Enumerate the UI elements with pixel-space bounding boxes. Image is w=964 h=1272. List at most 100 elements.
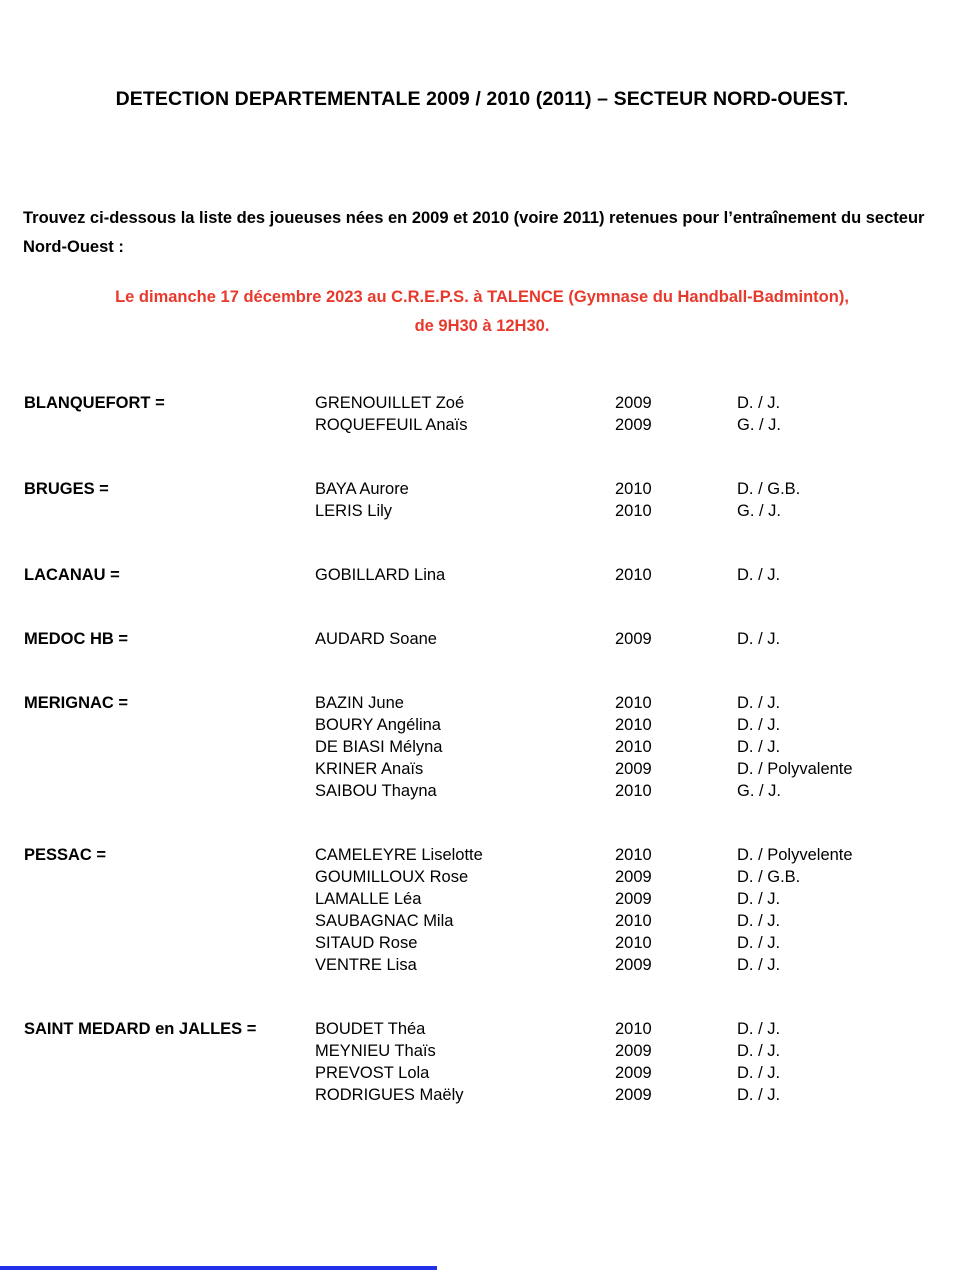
player-birth-year: 2009 <box>615 1042 652 1060</box>
club-name-spacer <box>24 736 315 758</box>
player-birth-year: 2009 <box>615 956 652 974</box>
player-row: LERIS Lily 2010 G. / J. <box>0 500 964 522</box>
player-position: G. / J. <box>737 782 782 800</box>
player-birth-year: 2009 <box>615 1064 652 1082</box>
player-position: D. / G.B. <box>737 480 801 498</box>
player-name: GRENOUILLET Zoé <box>315 394 465 412</box>
player-name: SITAUD Rose <box>315 934 418 952</box>
player-row: VENTRE Lisa 2009 D. / J. <box>0 954 964 976</box>
club-name: MERIGNAC = <box>24 694 129 712</box>
player-name: BOURY Angélina <box>315 716 441 734</box>
player-position: D. / J. <box>737 716 781 734</box>
club-name-spacer <box>24 414 315 436</box>
club-name-spacer <box>24 1040 315 1062</box>
player-position: D. / J. <box>737 912 781 930</box>
player-position: D. / J. <box>737 630 781 648</box>
club-name-spacer <box>24 758 315 780</box>
club-name-spacer <box>24 780 315 802</box>
player-birth-year: 2010 <box>615 716 652 734</box>
player-row: BOURY Angélina 2010 D. / J. <box>0 714 964 736</box>
player-name: BOUDET Théa <box>315 1020 426 1038</box>
club-name-spacer <box>24 910 315 932</box>
player-row: LAMALLE Léa 2009 D. / J. <box>0 888 964 910</box>
club-name-spacer <box>24 866 315 888</box>
player-name: CAMELEYRE Liselotte <box>315 846 483 864</box>
club-name: LACANAU = <box>24 566 120 584</box>
player-position: G. / J. <box>737 502 782 520</box>
club-section-pessac: PESSAC = CAMELEYRE Liselotte 2010 D. / P… <box>0 844 964 976</box>
player-name: VENTRE Lisa <box>315 956 417 974</box>
club-section-medoc-hb: MEDOC HB = AUDARD Soane 2009 D. / J. <box>0 628 964 650</box>
player-row: BRUGES = BAYA Aurore 2010 D. / G.B. <box>0 478 964 500</box>
player-position: D. / J. <box>737 1086 781 1104</box>
player-position: D. / J. <box>737 1020 781 1038</box>
player-name: GOUMILLOUX Rose <box>315 868 469 886</box>
player-row: DE BIASI Mélyna 2010 D. / J. <box>0 736 964 758</box>
player-row: RODRIGUES Maëly 2009 D. / J. <box>0 1084 964 1106</box>
player-row: PESSAC = CAMELEYRE Liselotte 2010 D. / P… <box>0 844 964 866</box>
club-name-spacer <box>24 1062 315 1084</box>
player-birth-year: 2009 <box>615 394 652 412</box>
player-position: D. / J. <box>737 890 781 908</box>
page-title: DETECTION DEPARTEMENTALE 2009 / 2010 (20… <box>115 88 849 110</box>
player-position: D. / Polyvelente <box>737 846 853 864</box>
player-birth-year: 2010 <box>615 738 652 756</box>
club-name: BRUGES = <box>24 480 109 498</box>
player-name: SAIBOU Thayna <box>315 782 437 800</box>
club-name: PESSAC = <box>24 846 107 864</box>
footer-blue-line <box>0 1266 437 1270</box>
player-name: ROQUEFEUIL Anaïs <box>315 416 468 434</box>
club-name: BLANQUEFORT = <box>24 394 165 412</box>
club-section-lacanau: LACANAU = GOBILLARD Lina 2010 D. / J. <box>0 564 964 586</box>
player-row: SAUBAGNAC Mila 2010 D. / J. <box>0 910 964 932</box>
player-name: BAZIN June <box>315 694 404 712</box>
club-name-spacer <box>24 888 315 910</box>
player-birth-year: 2010 <box>615 502 652 520</box>
player-position: D. / J. <box>737 566 781 584</box>
player-row: LACANAU = GOBILLARD Lina 2010 D. / J. <box>0 564 964 586</box>
player-position: D. / J. <box>737 394 781 412</box>
player-name: LERIS Lily <box>315 502 393 520</box>
player-row: KRINER Anaïs 2009 D. / Polyvalente <box>0 758 964 780</box>
player-birth-year: 2009 <box>615 630 652 648</box>
session-info-line1: Le dimanche 17 décembre 2023 au C.R.E.P.… <box>115 288 849 306</box>
player-position: D. / J. <box>737 1064 781 1082</box>
player-name: KRINER Anaïs <box>315 760 424 778</box>
club-name: SAINT MEDARD en JALLES = <box>24 1020 257 1038</box>
club-name-spacer <box>24 932 315 954</box>
player-birth-year: 2010 <box>615 912 652 930</box>
player-name: RODRIGUES Maëly <box>315 1086 464 1104</box>
club-section-blanquefort: BLANQUEFORT = GRENOUILLET Zoé 2009 D. / … <box>0 392 964 436</box>
player-row: MERIGNAC = BAZIN June 2010 D. / J. <box>0 692 964 714</box>
player-row: GOUMILLOUX Rose 2009 D. / G.B. <box>0 866 964 888</box>
club-name-spacer <box>24 1084 315 1106</box>
player-row: SITAUD Rose 2010 D. / J. <box>0 932 964 954</box>
player-birth-year: 2010 <box>615 480 652 498</box>
session-info: Le dimanche 17 décembre 2023 au C.R.E.P.… <box>0 283 964 341</box>
player-position: D. / J. <box>737 956 781 974</box>
player-position: D. / Polyvalente <box>737 760 853 778</box>
player-name: MEYNIEU Thaïs <box>315 1042 436 1060</box>
player-row: BLANQUEFORT = GRENOUILLET Zoé 2009 D. / … <box>0 392 964 414</box>
club-name-spacer <box>24 714 315 736</box>
intro-paragraph: Trouvez ci-dessous la liste des joueuses… <box>23 209 925 256</box>
player-birth-year: 2010 <box>615 566 652 584</box>
player-name: LAMALLE Léa <box>315 890 422 908</box>
player-name: DE BIASI Mélyna <box>315 738 443 756</box>
club-name: MEDOC HB = <box>24 630 129 648</box>
player-birth-year: 2010 <box>615 1020 652 1038</box>
player-birth-year: 2009 <box>615 890 652 908</box>
player-row: SAIBOU Thayna 2010 G. / J. <box>0 780 964 802</box>
club-section-saint-medard: SAINT MEDARD en JALLES = BOUDET Théa 201… <box>0 1018 964 1106</box>
player-position: G. / J. <box>737 416 782 434</box>
player-position: D. / J. <box>737 738 781 756</box>
player-birth-year: 2010 <box>615 934 652 952</box>
player-position: D. / J. <box>737 1042 781 1060</box>
player-birth-year: 2010 <box>615 782 652 800</box>
club-name-spacer <box>24 500 315 522</box>
player-birth-year: 2009 <box>615 760 652 778</box>
player-row: PREVOST Lola 2009 D. / J. <box>0 1062 964 1084</box>
player-birth-year: 2010 <box>615 694 652 712</box>
club-section-bruges: BRUGES = BAYA Aurore 2010 D. / G.B. LERI… <box>0 478 964 522</box>
